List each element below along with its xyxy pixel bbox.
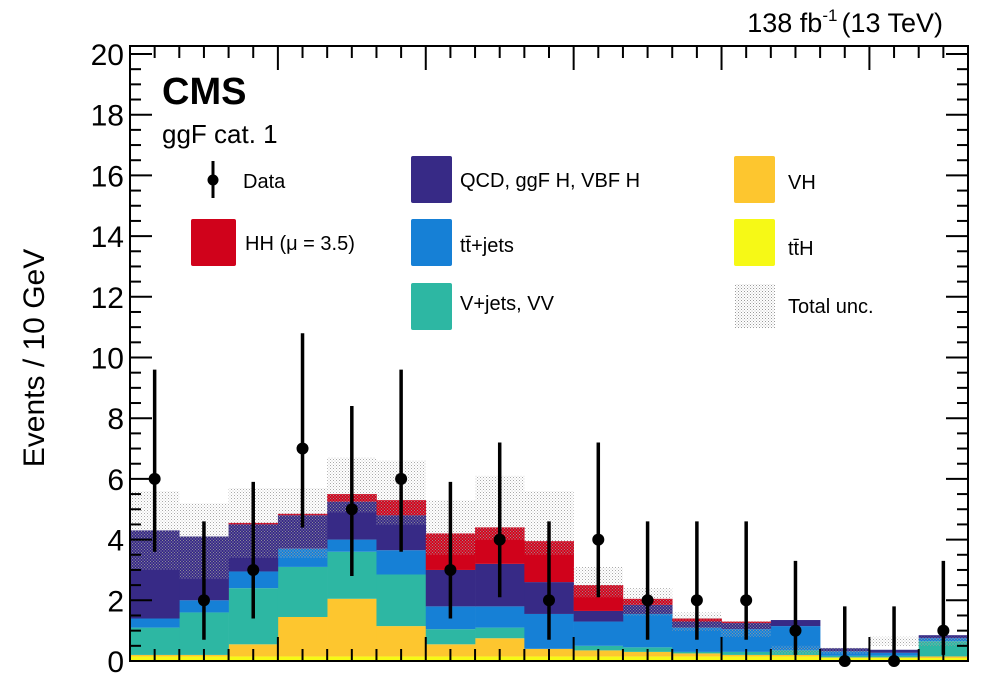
legend-label-qcd: QCD, ggF H, VBF H: [460, 170, 640, 192]
data-point-bin-12: [690, 521, 703, 640]
y-tick-label: 4: [107, 525, 124, 558]
y-tick-label: 2: [107, 585, 124, 618]
y-tick-labels: 0 2 4 6 8 10 12 14 16 18 20: [91, 39, 124, 679]
data-point-bin-6: [395, 369, 408, 552]
data-marker: [838, 655, 851, 667]
y-tick-label: 8: [107, 403, 124, 436]
legend-item-vjets: V+jets, VV: [411, 283, 555, 330]
legend-item-qcd: QCD, ggF H, VBF H: [411, 156, 640, 203]
category-label: ggF cat. 1: [162, 119, 278, 149]
legend-swatch-tth: [734, 219, 775, 266]
bar-vjets-bin-6: [376, 574, 427, 627]
legend-label-tt: tt̄+jets: [460, 235, 514, 257]
lumi-exponent: -1: [822, 6, 837, 25]
data-point-bin-3: [247, 481, 260, 619]
bar-vjets-bin-10: [573, 645, 624, 651]
axis-ticks: [129, 46, 969, 662]
data-marker: [641, 594, 654, 607]
bar-tt-bin-6: [376, 550, 427, 575]
energy-label: (13 TeV): [841, 8, 943, 38]
data-point-bin-11: [641, 521, 654, 640]
data-point-bin-5: [345, 406, 358, 577]
y-tick-label: 18: [91, 100, 124, 133]
legend: Data HH (μ = 3.5) QCD, ggF H, VBF H tt̄+…: [191, 156, 874, 330]
data-marker: [592, 533, 605, 546]
data-point-bin-2: [197, 521, 210, 640]
data-point-bin-8: [493, 442, 506, 598]
data-point-bin-1: [148, 369, 161, 552]
bar-tt-bin-10: [573, 621, 624, 646]
legend-swatch-hh: [191, 219, 236, 266]
data-point-bin-16: [888, 606, 901, 667]
y-axis-label: Events / 10 GeV: [18, 249, 51, 467]
legend-item-vh: VH: [734, 156, 816, 203]
y-tick-label: 20: [91, 39, 124, 72]
bar-vh-bin-8: [475, 638, 525, 657]
data-marker: [493, 533, 506, 546]
bar-vjets-bin-7: [425, 629, 476, 645]
legend-swatch-vh: [734, 156, 775, 203]
data-point-bin-15: [838, 606, 851, 667]
bar-tt-bin-1: [130, 618, 180, 628]
data-marker: [690, 594, 703, 607]
legend-swatch-qcd: [411, 156, 452, 203]
data-marker: [395, 472, 408, 485]
data-point-bin-7: [444, 481, 457, 619]
data-marker: [789, 624, 802, 637]
data-point-bin-13: [740, 521, 753, 640]
legend-swatch-unc: [735, 284, 775, 328]
legend-item-tth: tt̄H: [734, 219, 814, 266]
data-marker: [197, 594, 210, 607]
y-tick-label: 12: [91, 282, 124, 315]
legend-item-data: Data: [207, 161, 286, 198]
bar-vjets-bin-4: [277, 566, 328, 617]
data-marker: [345, 503, 358, 516]
bar-tt-bin-8: [475, 606, 525, 628]
data-marker: [296, 442, 309, 455]
legend-label-data: Data: [243, 171, 286, 193]
y-tick-label: 10: [91, 343, 124, 376]
lumi-label: 138 fb-1 (13 TeV): [747, 6, 943, 38]
legend-label-vjets: V+jets, VV: [460, 293, 555, 315]
data-marker: [444, 563, 457, 576]
y-tick-label: 0: [107, 646, 124, 679]
legend-item-hh: HH (μ = 3.5): [191, 219, 355, 266]
legend-item-unc: Total unc.: [735, 284, 874, 328]
legend-item-tt: tt̄+jets: [411, 219, 514, 266]
legend-swatch-tt: [411, 219, 452, 266]
bar-vh-bin-5: [327, 598, 377, 657]
legend-swatch-vjets: [411, 283, 452, 330]
data-marker: [740, 594, 753, 607]
legend-label-unc: Total unc.: [788, 296, 874, 318]
y-tick-label: 6: [107, 464, 124, 497]
data-marker: [247, 563, 260, 576]
bar-vjets-bin-8: [475, 627, 525, 639]
data-point-bin-14: [789, 560, 802, 655]
data-marker: [148, 472, 161, 485]
data-point-bin-9: [543, 521, 555, 640]
legend-label-hh: HH (μ = 3.5): [245, 233, 355, 255]
data-point-bin-17: [937, 560, 950, 655]
legend-label-vh: VH: [788, 172, 816, 194]
legend-label-tth: tt̄H: [788, 238, 814, 260]
bar-qcd-bin-10: [573, 610, 624, 622]
data-point-bin-4: [296, 333, 309, 528]
legend-data-marker: [207, 174, 219, 186]
data-marker: [888, 655, 901, 667]
data-point-bin-10: [592, 442, 605, 598]
experiment-label: CMS: [162, 71, 246, 113]
y-tick-label: 16: [91, 160, 124, 193]
data-marker: [937, 624, 950, 637]
data-points: [148, 333, 950, 667]
y-tick-label: 14: [91, 221, 124, 254]
data-marker: [543, 594, 555, 607]
